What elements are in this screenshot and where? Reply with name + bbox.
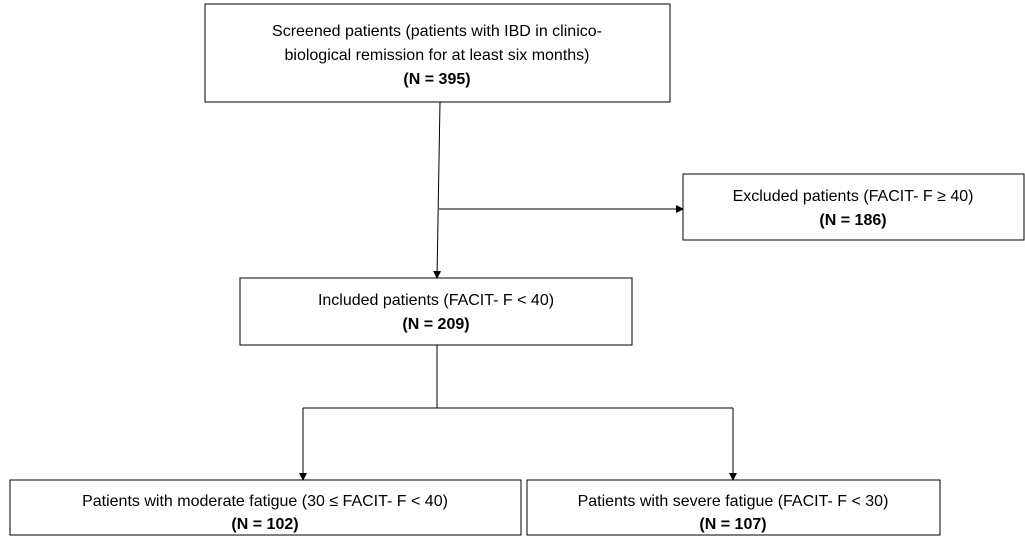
connector [433, 101, 442, 279]
node-box [9, 479, 522, 536]
node-count: (N = 209) [402, 316, 469, 333]
node-count: (N = 395) [403, 71, 470, 88]
node-box [526, 479, 941, 536]
node-box [682, 173, 1025, 241]
node-label: Screened patients (patients with IBD in … [272, 23, 602, 40]
node-count: (N = 107) [699, 516, 766, 533]
node-box [204, 3, 671, 103]
node-label: Included patients (FACIT- F < 40) [318, 292, 554, 309]
node-box [239, 277, 633, 346]
node-count: (N = 186) [819, 212, 886, 229]
node-label: biological remission for at least six mo… [284, 47, 589, 64]
node-count: (N = 102) [231, 516, 298, 533]
node-label: Excluded patients (FACIT- F ≥ 40) [733, 188, 974, 205]
node-label: Patients with severe fatigue (FACIT- F <… [578, 493, 889, 510]
node-label: Patients with moderate fatigue (30 ≤ FAC… [82, 493, 448, 510]
